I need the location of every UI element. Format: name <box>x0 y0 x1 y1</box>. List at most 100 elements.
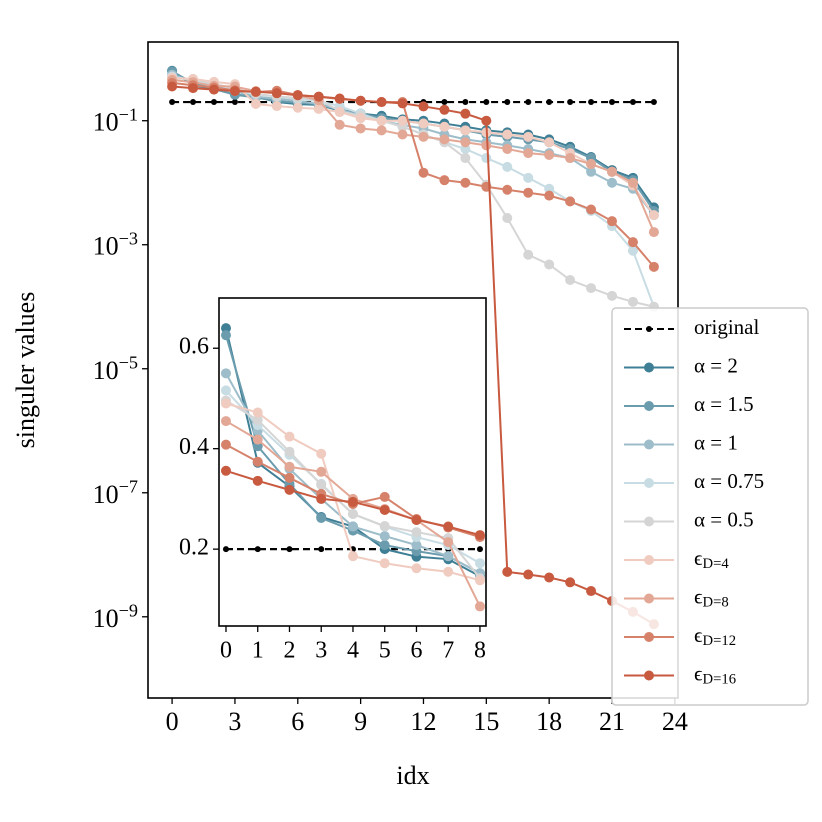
data-point <box>379 540 390 551</box>
legend-label: ϵD=4 <box>694 546 729 573</box>
y-tick-label: 0.6 <box>179 334 209 360</box>
data-point <box>546 99 553 106</box>
data-point <box>544 137 555 148</box>
data-point <box>355 113 366 124</box>
data-point <box>411 563 422 574</box>
legend-label: original <box>694 315 759 339</box>
data-point <box>565 577 576 588</box>
data-point <box>439 104 450 115</box>
data-point <box>418 118 429 129</box>
data-point <box>220 398 231 409</box>
x-tick-label: 0 <box>220 638 232 664</box>
data-point <box>347 551 358 562</box>
data-point <box>190 99 197 106</box>
data-point <box>334 93 345 104</box>
data-point <box>502 184 513 195</box>
data-point <box>292 90 303 101</box>
data-point <box>313 103 324 114</box>
data-point <box>316 513 327 524</box>
data-point <box>481 115 492 126</box>
data-point <box>316 479 327 490</box>
data-point <box>586 159 597 170</box>
data-point <box>188 83 199 94</box>
x-tick-label: 21 <box>599 707 625 736</box>
x-tick-label: 0 <box>166 707 179 736</box>
data-point <box>607 216 618 227</box>
data-point <box>609 99 616 106</box>
data-point <box>502 161 513 172</box>
data-point <box>544 150 555 161</box>
data-point <box>313 91 324 102</box>
data-point <box>252 434 263 445</box>
data-point <box>648 210 659 221</box>
y-tick-label: 10−9 <box>93 601 138 633</box>
data-point <box>565 274 576 285</box>
data-point <box>167 81 178 92</box>
data-point <box>586 204 597 215</box>
data-point <box>418 167 429 178</box>
data-point <box>347 508 358 519</box>
x-tick-label: 3 <box>315 638 327 664</box>
data-point <box>648 227 659 238</box>
data-point <box>443 566 454 577</box>
x-tick-label: 5 <box>379 638 391 664</box>
data-point <box>443 521 454 532</box>
data-point <box>355 95 366 106</box>
data-point <box>208 84 219 95</box>
legend-marker <box>644 632 654 642</box>
data-point <box>483 99 490 106</box>
data-point <box>210 99 217 106</box>
data-point <box>250 86 261 97</box>
data-point <box>502 143 513 154</box>
legend-label: α = 0.5 <box>694 507 754 531</box>
data-point <box>222 546 229 553</box>
data-point <box>334 107 345 118</box>
data-point <box>252 407 263 418</box>
x-tick-label: 8 <box>474 638 486 664</box>
data-point <box>355 123 366 134</box>
data-point <box>316 466 327 477</box>
x-tick-label: 15 <box>473 707 499 736</box>
legend-box <box>611 307 809 706</box>
data-point <box>169 99 176 106</box>
data-point <box>376 125 387 136</box>
x-tick-label: 24 <box>662 707 688 736</box>
y-tick-label: 10−1 <box>93 105 138 137</box>
data-point <box>567 99 574 106</box>
legend-label: α = 1 <box>694 430 738 454</box>
data-point <box>544 183 555 194</box>
data-point <box>586 586 597 597</box>
data-point <box>523 187 534 198</box>
legend-marker <box>644 555 654 565</box>
legend-label: α = 2 <box>694 353 738 377</box>
data-point <box>441 99 448 106</box>
data-point <box>379 504 390 515</box>
data-point <box>286 546 293 553</box>
data-point <box>565 153 576 164</box>
x-tick-label: 1 <box>252 638 264 664</box>
legend-label: ϵD=8 <box>694 584 729 611</box>
data-point <box>525 99 532 106</box>
x-tick-label: 7 <box>442 638 454 664</box>
legend-marker <box>644 516 654 527</box>
data-point <box>250 99 261 110</box>
data-point <box>376 97 387 108</box>
data-point <box>544 572 555 583</box>
legend-marker <box>644 670 654 681</box>
data-point <box>379 531 390 542</box>
data-point <box>220 323 231 334</box>
data-point <box>379 521 390 532</box>
data-point <box>411 527 422 538</box>
data-point <box>627 177 638 188</box>
data-point <box>284 431 295 442</box>
data-point <box>334 119 345 130</box>
legend-marker <box>644 401 654 411</box>
x-tick-label: 6 <box>291 707 304 736</box>
data-point <box>379 491 390 502</box>
data-point <box>397 129 408 140</box>
data-point <box>474 575 485 586</box>
legend: original α = 2 α = 1.5 α = 1 α = 0.75 α = 0.5… <box>611 307 809 706</box>
y-tick-label: 10−5 <box>93 353 138 385</box>
data-point <box>443 537 454 548</box>
